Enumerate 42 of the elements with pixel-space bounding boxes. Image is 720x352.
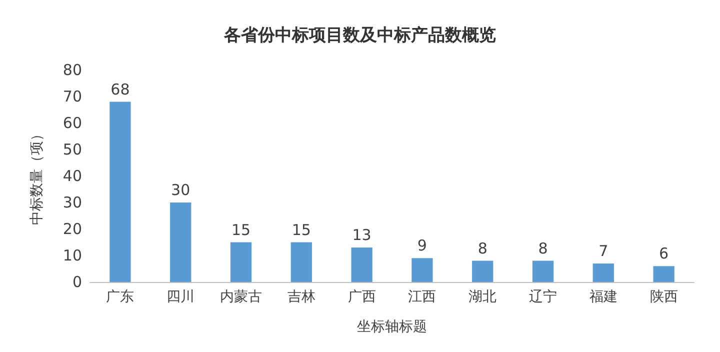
y-tick-label: 10 — [62, 246, 82, 264]
data-label: 13 — [352, 226, 372, 244]
y-tick-label: 40 — [62, 167, 82, 185]
data-label: 6 — [659, 244, 669, 263]
x-tick-label: 吉林 — [287, 289, 316, 305]
data-label: 68 — [110, 80, 130, 98]
x-tick-label: 福建 — [589, 289, 618, 305]
bar — [230, 242, 252, 282]
y-tick-label: 0 — [72, 273, 82, 291]
x-tick-label: 江西 — [408, 289, 436, 305]
bar — [110, 102, 131, 282]
y-tick-label: 50 — [62, 140, 82, 158]
x-tick-label: 广东 — [106, 289, 134, 305]
bar — [351, 248, 372, 282]
y-tick-label: 60 — [62, 114, 82, 132]
x-tick-label: 四川 — [166, 289, 195, 305]
x-tick-label: 内蒙古 — [220, 289, 262, 305]
x-tick-label: 湖北 — [468, 289, 497, 305]
x-tick-label: 陕西 — [650, 289, 678, 305]
bar — [290, 242, 312, 282]
chart-title: 各省份中标项目数及中标产品数概览 — [223, 26, 496, 46]
x-tick-label: 辽宁 — [529, 289, 557, 305]
data-label: 30 — [171, 181, 190, 199]
data-label: 9 — [417, 236, 427, 255]
x-tick-label: 广西 — [348, 289, 376, 305]
y-tick-label: 20 — [62, 220, 82, 238]
data-label: 15 — [231, 220, 251, 239]
bar — [170, 202, 192, 282]
x-axis-title: 坐标轴标题 — [357, 319, 427, 335]
data-label: 8 — [478, 239, 488, 258]
y-tick-label: 30 — [62, 194, 82, 212]
bar — [472, 260, 494, 282]
data-label: 8 — [538, 239, 548, 258]
data-label: 7 — [598, 242, 608, 260]
y-tick-label: 80 — [62, 61, 82, 79]
bar — [532, 260, 554, 282]
bar — [592, 263, 614, 282]
y-tick-label: 70 — [62, 88, 82, 106]
bar — [653, 266, 674, 282]
data-label: 15 — [292, 220, 311, 239]
bar — [412, 258, 433, 282]
y-axis-title: 中标数量（项） — [29, 127, 45, 225]
